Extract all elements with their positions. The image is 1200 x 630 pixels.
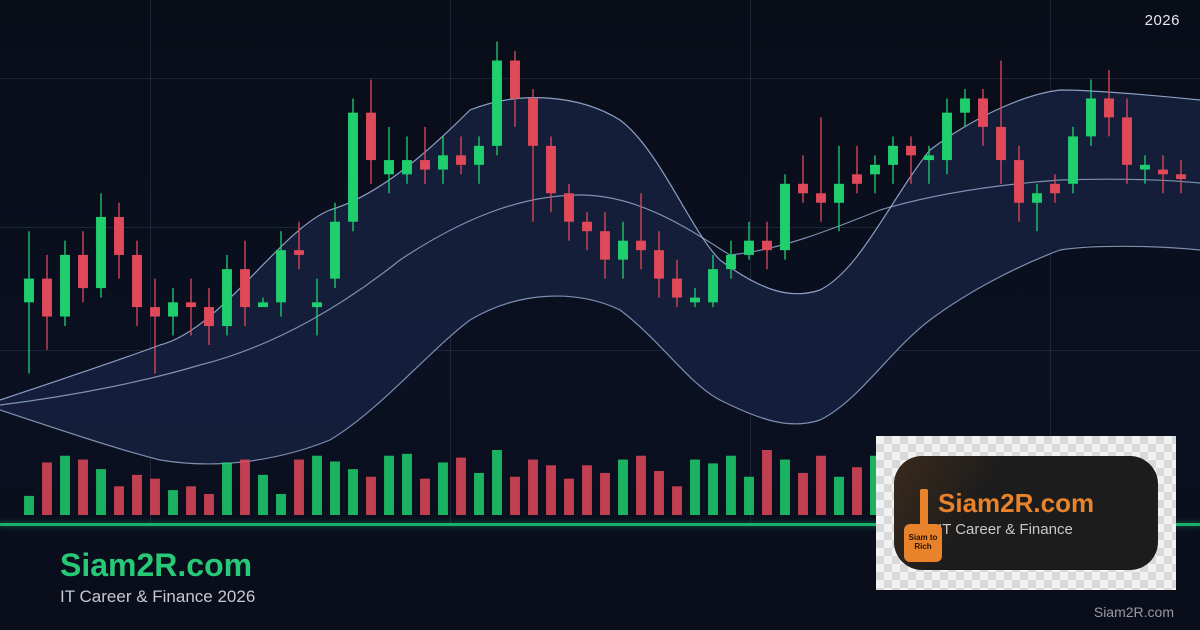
logo-sub-text: IT Career & Finance (938, 521, 1094, 538)
logo-watermark: Siam2R.com IT Career & Finance Siam to R… (876, 436, 1176, 590)
bottom-right-watermark: Siam2R.com (1094, 604, 1174, 620)
brand-title-text: Siam2R.com (60, 548, 255, 583)
logo-pill-shape: Siam2R.com IT Career & Finance Siam to R… (894, 456, 1158, 570)
brand-block: Siam2R.com IT Career & Finance 2026 (60, 548, 255, 607)
logo-badge: Siam to Rich (904, 524, 942, 562)
brand-subtitle-text: IT Career & Finance 2026 (60, 587, 255, 607)
bollinger-fill-area (0, 90, 1200, 464)
chart-background: 2026 Siam2R.com IT Career & Finance 2026… (0, 0, 1200, 630)
logo-main-text: Siam2R.com (938, 488, 1094, 519)
logo-text-group: Siam2R.com IT Career & Finance (938, 488, 1094, 538)
